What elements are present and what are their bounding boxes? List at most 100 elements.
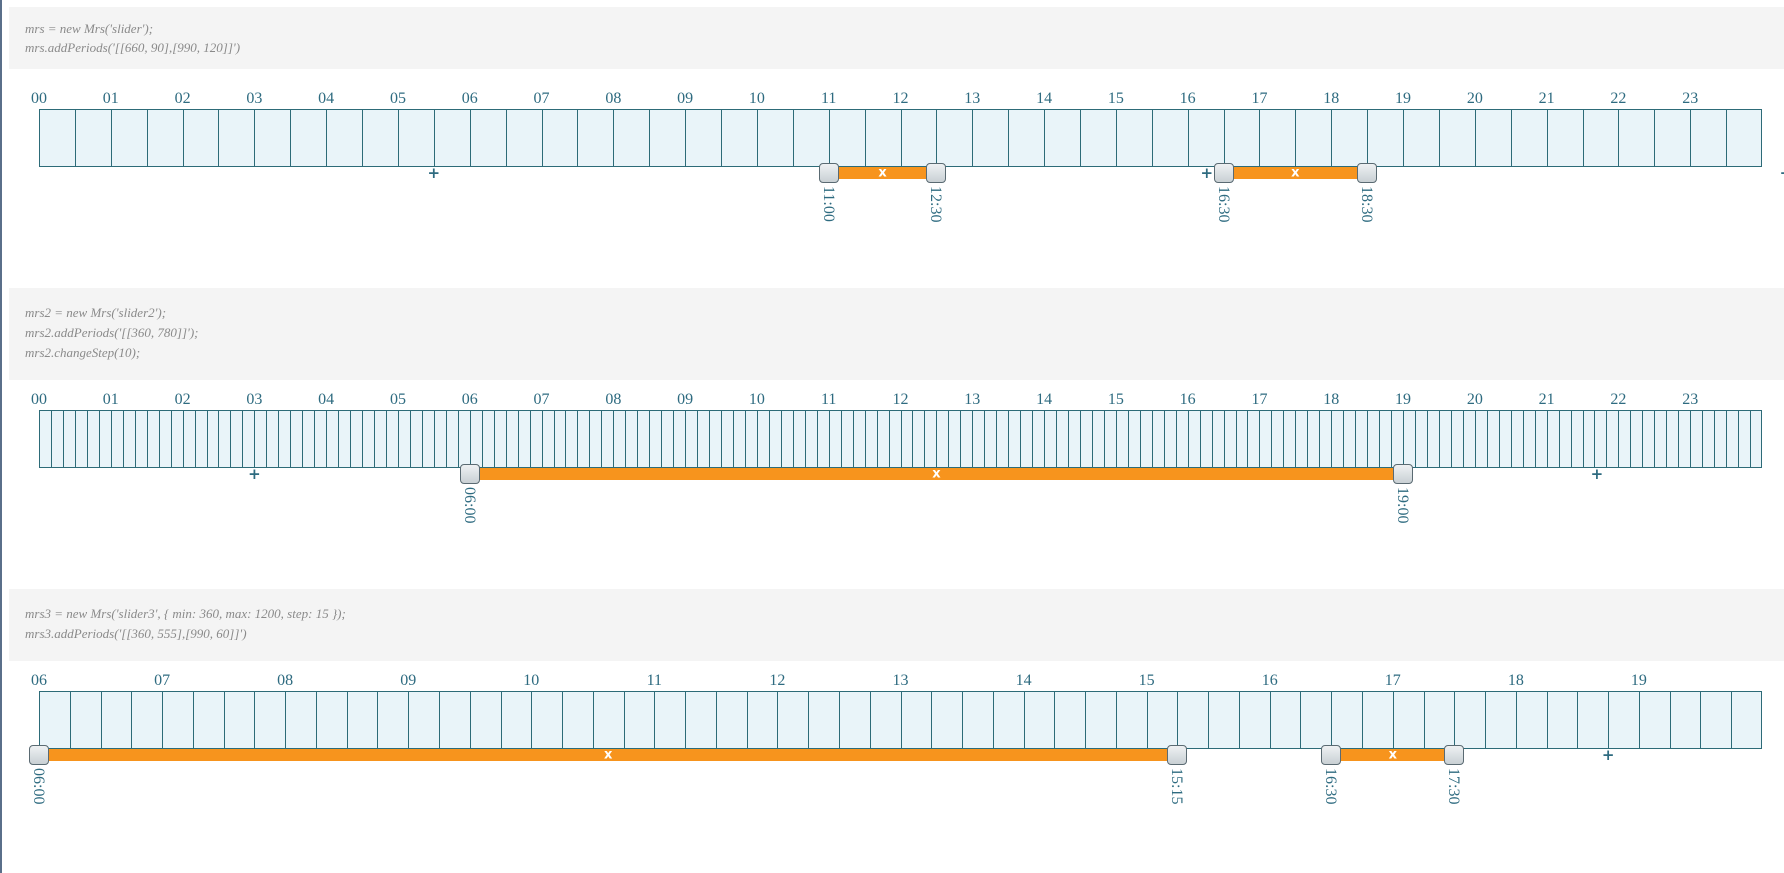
- hour-label: 09: [677, 391, 694, 408]
- add-period-button[interactable]: +: [1601, 746, 1615, 764]
- time-cell-divider: [1415, 411, 1416, 467]
- hour-label: 22: [1610, 90, 1627, 107]
- hour-label: 16: [1179, 391, 1196, 408]
- hour-label: 09: [400, 672, 417, 689]
- time-cell-divider: [134, 411, 136, 467]
- time-cell-divider: [746, 692, 748, 748]
- add-period-button[interactable]: +: [1780, 165, 1784, 181]
- time-cell-divider: [577, 110, 579, 166]
- time-cell-divider: [1438, 411, 1440, 467]
- add-period-button[interactable]: +: [427, 164, 441, 182]
- time-cell-divider: [625, 411, 627, 467]
- slider-2[interactable]: 00 01 02 03 04 05 06 07 08 09 10 11 12 13 14 15 16 17 18 19…: [31, 390, 1762, 540]
- period-end-handle[interactable]: [1357, 163, 1378, 183]
- time-cell-divider: [131, 692, 133, 748]
- time-cell-divider: [1223, 110, 1225, 166]
- hour-label: 11: [646, 672, 663, 689]
- hour-label: 15: [1138, 672, 1155, 689]
- time-cell-divider: [162, 692, 164, 748]
- time-cell-divider: [1654, 110, 1656, 166]
- slider-3[interactable]: 06 07 08 09 10 11 12 13 14 15 16 17 18 19 + x 06:00 15:15…: [29, 671, 1762, 821]
- hour-scale: 06 07 08 09 10 11 12 13 14 15 16 17 18 19: [31, 671, 1762, 691]
- add-period-button[interactable]: +: [1590, 465, 1604, 483]
- time-cell-divider: [592, 692, 594, 748]
- delete-period-button[interactable]: x: [932, 466, 941, 482]
- delete-period-button[interactable]: x: [1291, 165, 1300, 181]
- hour-label: 04: [318, 90, 335, 107]
- period-bar[interactable]: [469, 468, 1404, 480]
- time-cell-divider: [732, 411, 734, 467]
- time-cell-divider: [326, 411, 328, 467]
- add-period-button[interactable]: +: [248, 465, 261, 483]
- period-end-time-label: 18:30: [1358, 186, 1376, 223]
- period-start-handle[interactable]: [29, 745, 49, 765]
- time-cell-divider: [1379, 411, 1381, 467]
- time-cell-divider: [931, 692, 933, 748]
- period-bar[interactable]: [1223, 167, 1368, 179]
- add-period-button[interactable]: +: [1200, 164, 1214, 182]
- period-bar[interactable]: [828, 167, 937, 179]
- delete-period-button[interactable]: x: [604, 747, 613, 763]
- time-cell-divider: [86, 411, 88, 467]
- time-cell-divider: [314, 411, 316, 467]
- time-cell-divider: [469, 692, 471, 748]
- time-cell-divider: [808, 692, 810, 748]
- hour-label: 06: [461, 90, 478, 107]
- period-end-handle[interactable]: [1167, 745, 1188, 765]
- hour-label: 03: [246, 90, 263, 107]
- hour-label: 19: [1395, 391, 1412, 408]
- period-start-handle[interactable]: [1321, 745, 1342, 765]
- time-cell-divider: [1426, 411, 1428, 467]
- time-cell-divider: [1187, 110, 1189, 166]
- period-bar[interactable]: [39, 749, 1178, 761]
- period-start-handle[interactable]: [459, 464, 480, 484]
- time-cell-divider: [469, 110, 471, 166]
- time-cell-divider: [1008, 411, 1010, 467]
- period-bar[interactable]: [1331, 749, 1455, 761]
- time-cell-divider: [1331, 411, 1333, 467]
- time-cell-divider: [1608, 692, 1610, 748]
- timeline-track[interactable]: [39, 691, 1762, 749]
- time-cell-divider: [1223, 411, 1225, 467]
- period-end-handle[interactable]: [1444, 745, 1465, 765]
- time-cell-divider: [1454, 692, 1456, 748]
- time-cell-divider: [1269, 692, 1271, 748]
- timeline-track[interactable]: [39, 109, 1762, 167]
- slider-1[interactable]: 00 01 02 03 04 05 06 07 08 09 10 11 12 13 14 15 16 17 18 19…: [31, 89, 1784, 239]
- time-cell-divider: [685, 692, 687, 748]
- time-cell-divider: [1546, 692, 1548, 748]
- time-cell-divider: [623, 692, 625, 748]
- time-cell-divider: [1702, 411, 1704, 467]
- time-cell-divider: [1690, 411, 1692, 467]
- hour-label: 15: [1107, 90, 1124, 107]
- time-cell-divider: [1450, 411, 1452, 467]
- time-cell-divider: [661, 411, 663, 467]
- hour-label: 10: [748, 391, 765, 408]
- period-end-handle[interactable]: [926, 163, 947, 183]
- period-end-time-label: 17:30: [1445, 768, 1463, 805]
- hour-label: 05: [389, 391, 406, 408]
- period-start-handle[interactable]: [818, 163, 839, 183]
- time-cell-divider: [936, 411, 938, 467]
- hour-label: 19: [1630, 672, 1647, 689]
- time-cell-divider: [1091, 411, 1093, 467]
- delete-period-button[interactable]: x: [878, 165, 887, 181]
- time-cell-divider: [62, 411, 64, 467]
- time-cell-divider: [1343, 411, 1345, 467]
- time-cell-divider: [469, 411, 471, 467]
- delete-period-button[interactable]: x: [1388, 747, 1397, 763]
- period-end-handle[interactable]: [1393, 464, 1414, 484]
- time-cell-divider: [1259, 110, 1261, 166]
- hour-label: 14: [1036, 391, 1053, 408]
- period-start-handle[interactable]: [1213, 163, 1234, 183]
- timeline-track[interactable]: [39, 410, 1762, 468]
- time-cell-divider: [192, 692, 194, 748]
- time-cell-divider: [900, 692, 902, 748]
- time-cell-divider: [996, 411, 998, 467]
- time-cell-divider: [230, 411, 232, 467]
- time-cell-divider: [517, 411, 519, 467]
- hour-label: 09: [677, 90, 694, 107]
- time-cell-divider: [1331, 692, 1333, 748]
- time-cell-divider: [972, 411, 974, 467]
- period-start-time-label: 11:00: [819, 186, 837, 222]
